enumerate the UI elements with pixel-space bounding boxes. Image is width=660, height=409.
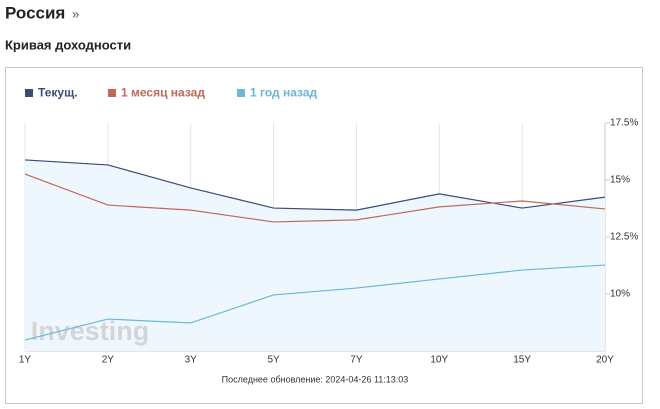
series-area: [25, 159, 605, 351]
y-tick-label: 12.5%: [610, 232, 638, 243]
x-tick-label: 7Y: [350, 355, 363, 366]
watermark: Investing: [31, 316, 150, 346]
x-tick-label: 15Y: [513, 355, 531, 366]
x-tick-label: 10Y: [430, 355, 448, 366]
legend-swatch: [108, 89, 116, 97]
y-tick-label: 15%: [610, 175, 630, 186]
section-title: Кривая доходности: [5, 37, 131, 52]
footnote: Последнее обновление: 2024-04-26 11:13:0…: [222, 374, 409, 384]
legend-swatch: [237, 89, 245, 97]
title-arrow[interactable]: »: [72, 6, 79, 21]
legend-label: Текущ.: [38, 86, 78, 100]
legend-label: 1 месяц назад: [121, 86, 205, 100]
series-line: [24, 264, 606, 341]
x-tick-label: 20Y: [596, 355, 614, 366]
x-tick-label: 3Y: [185, 355, 198, 366]
x-tick-label: 1Y: [19, 355, 32, 366]
x-tick-label: 5Y: [267, 355, 280, 366]
legend-label: 1 год назад: [250, 86, 318, 100]
series-line: [24, 159, 606, 211]
y-tick-label: 10%: [610, 289, 630, 300]
page-title: Россия: [5, 3, 65, 22]
y-tick-label: 17.5%: [610, 118, 638, 129]
x-tick-label: 2Y: [102, 355, 115, 366]
series-line: [24, 173, 606, 223]
legend-swatch: [25, 89, 33, 97]
